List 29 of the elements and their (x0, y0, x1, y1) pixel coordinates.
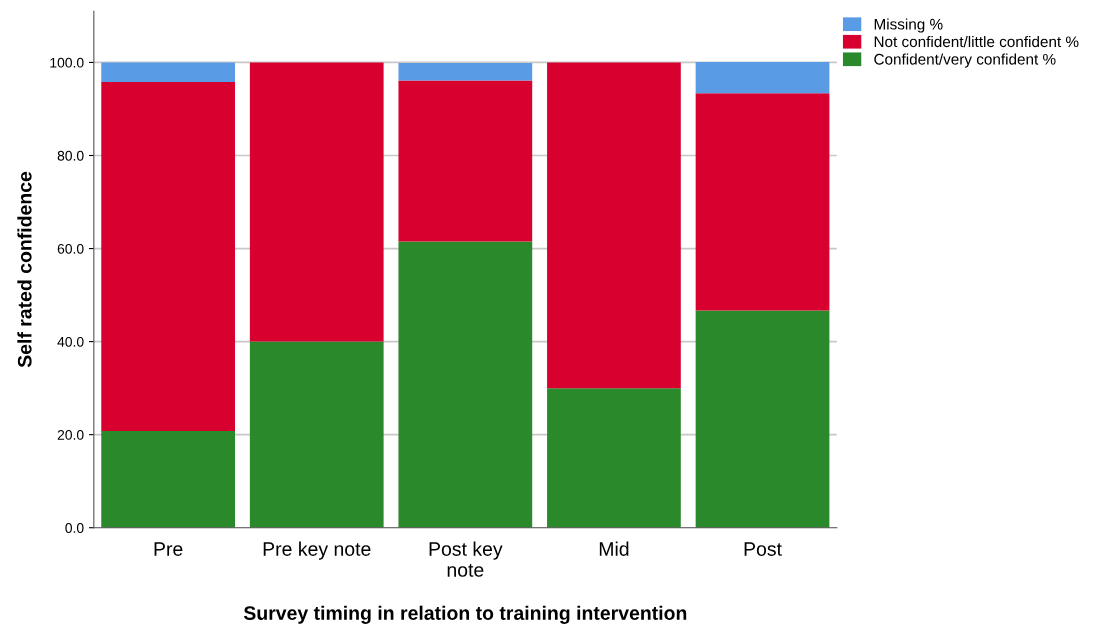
legend-label: Missing % (874, 18, 943, 33)
bar (101, 81, 236, 431)
bar (249, 62, 384, 342)
bar (398, 241, 533, 528)
y-tick-label: 100.0 (50, 57, 84, 68)
y-tick-label: 20.0 (57, 430, 84, 440)
y-tick-label: 60.0 (57, 243, 84, 254)
bar (547, 388, 681, 528)
bar (547, 62, 681, 389)
x-tick-label: Mid (599, 541, 629, 556)
y-tick-label: 0.0 (65, 523, 84, 533)
bar (695, 61, 830, 94)
x-axis-title: Survey timing in relation to training intervention (243, 605, 687, 624)
legend-label: Confident/very confident % (874, 53, 1056, 68)
bar (101, 62, 236, 82)
x-tick-label: Post key note (429, 541, 503, 577)
bar (398, 62, 533, 81)
bar (695, 93, 830, 311)
bar (695, 310, 830, 528)
bar (101, 430, 236, 528)
bar (398, 80, 533, 242)
bar (249, 341, 384, 528)
y-tick-label: 80.0 (57, 150, 84, 161)
y-tick-label: 40.0 (57, 336, 84, 347)
x-tick-label: Pre key note (263, 541, 371, 560)
x-tick-label: Post (744, 542, 782, 556)
legend-label: Not confident/little confident % (874, 35, 1079, 48)
x-tick-label: Pre (154, 542, 183, 556)
y-axis-title: Self rated confidence (17, 171, 32, 368)
